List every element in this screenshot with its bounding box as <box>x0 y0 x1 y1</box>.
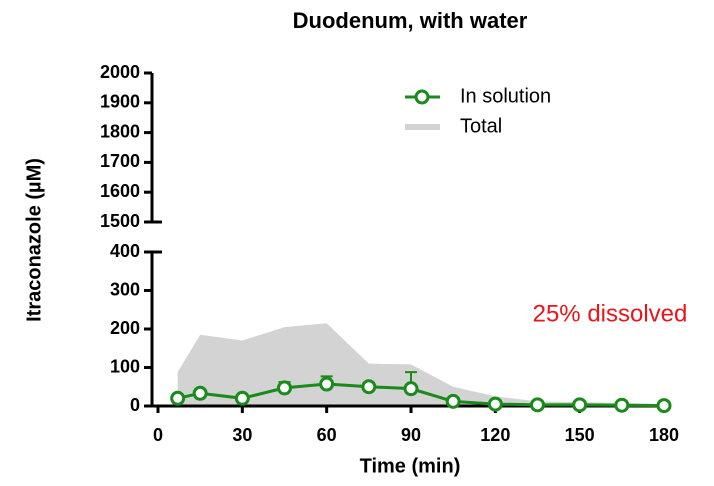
annotation: 25% dissolved <box>533 300 688 327</box>
legend-label: In solution <box>460 85 551 107</box>
x-tick-label: 30 <box>232 425 252 445</box>
x-tick-label: 120 <box>480 425 510 445</box>
y-axis-label: Itraconazole (µM) <box>23 158 45 322</box>
y-tick-label: 1600 <box>100 181 140 201</box>
marker <box>192 385 208 401</box>
x-tick-label: 60 <box>317 425 337 445</box>
y-tick-label: 0 <box>130 395 140 415</box>
y-tick-label: 400 <box>110 241 140 261</box>
marker <box>445 393 461 409</box>
marker <box>403 381 419 397</box>
marker <box>170 390 186 406</box>
x-tick-label: 90 <box>401 425 421 445</box>
y-tick-label: 2000 <box>100 62 140 82</box>
chart-title: Duodenum, with water <box>293 8 528 33</box>
y-tick-label: 200 <box>110 318 140 338</box>
marker <box>277 380 292 396</box>
marker <box>656 398 672 414</box>
x-axis-label: Time (min) <box>360 455 461 477</box>
legend-marker <box>414 89 430 105</box>
legend-label: Total <box>460 115 502 137</box>
marker <box>614 397 630 413</box>
marker <box>234 390 250 406</box>
marker <box>319 376 335 392</box>
marker <box>487 396 503 412</box>
y-tick-label: 1500 <box>100 211 140 231</box>
y-tick-label: 300 <box>110 279 140 299</box>
y-tick-label: 1900 <box>100 92 140 112</box>
y-tick-label: 1700 <box>100 151 140 171</box>
x-tick-label: 150 <box>565 425 595 445</box>
y-tick-label: 100 <box>110 356 140 376</box>
area <box>177 323 664 406</box>
x-tick-label: 180 <box>649 425 679 445</box>
marker <box>572 397 588 413</box>
y-tick-label: 1800 <box>100 121 140 141</box>
marker <box>530 397 545 413</box>
marker <box>361 379 377 395</box>
x-tick-label: 0 <box>153 425 163 445</box>
